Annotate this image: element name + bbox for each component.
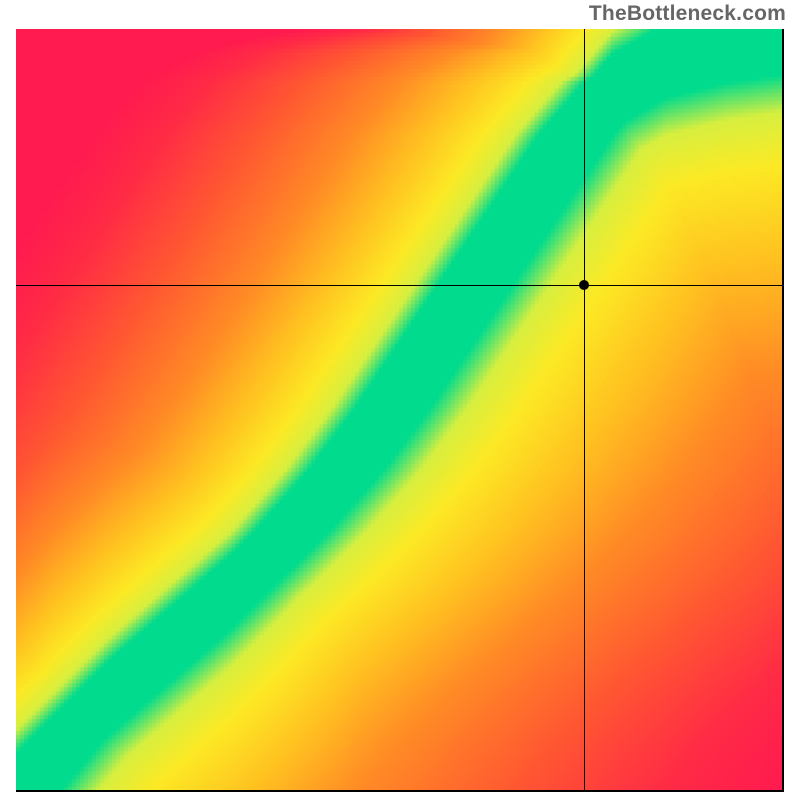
watermark-text: TheBottleneck.com <box>589 2 786 26</box>
heatmap-canvas <box>16 29 782 790</box>
heatmap-plot <box>16 29 784 792</box>
crosshair-vertical <box>584 29 585 790</box>
crosshair-horizontal <box>16 285 782 286</box>
bottleneck-marker <box>579 280 589 290</box>
